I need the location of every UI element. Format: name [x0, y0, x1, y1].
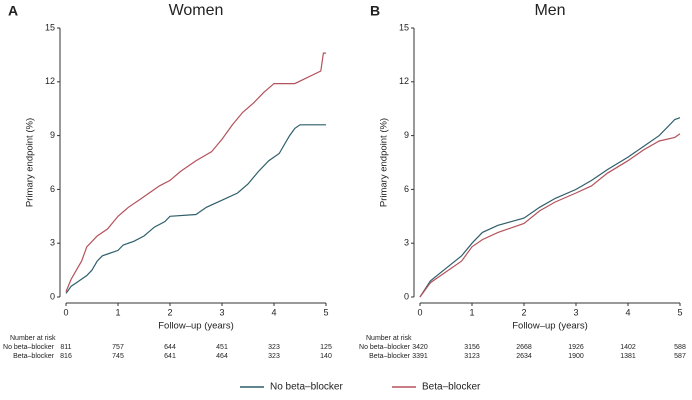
- risk-count: 3123: [464, 353, 480, 360]
- x-tick-label: 5: [323, 307, 328, 317]
- x-axis-title: Follow–up (years): [512, 321, 588, 332]
- legend-item: No beta–blocker: [240, 382, 343, 393]
- y-axis-title: Primary endpoint (%): [379, 118, 390, 207]
- y-tick-label: 6: [50, 184, 55, 194]
- x-tick-label: 3: [219, 307, 224, 317]
- chart-title: Women: [169, 2, 224, 19]
- risk-count: 1926: [568, 344, 584, 351]
- risk-count: 745: [112, 353, 124, 360]
- risk-table-title: Number at risk: [10, 335, 56, 342]
- x-tick-label: 0: [63, 307, 68, 317]
- risk-count: 587: [674, 353, 686, 360]
- risk-row-label: Beta–blocker: [13, 353, 55, 360]
- x-axis-title: Follow–up (years): [158, 321, 234, 332]
- risk-count: 3156: [464, 344, 480, 351]
- risk-count: 140: [320, 353, 332, 360]
- risk-count: 1381: [620, 353, 636, 360]
- risk-count: 1402: [620, 344, 636, 351]
- y-tick-label: 15: [45, 22, 55, 32]
- y-tick-label: 0: [50, 291, 55, 301]
- y-tick-label: 0: [404, 291, 409, 301]
- x-tick-label: 2: [167, 307, 172, 317]
- risk-count: 464: [216, 353, 228, 360]
- km-curve: [419, 133, 681, 298]
- risk-count: 811: [60, 344, 71, 351]
- y-axis-title: Primary endpoint (%): [25, 118, 36, 207]
- risk-count: 3391: [412, 353, 428, 360]
- risk-row-label: No beta–blocker: [359, 344, 411, 351]
- risk-count: 588: [674, 344, 686, 351]
- risk-row-label: Beta–blocker: [369, 353, 411, 360]
- legend-item: Beta–blocker: [392, 382, 481, 393]
- x-tick-label: 1: [115, 307, 120, 317]
- x-tick-label: 4: [625, 307, 630, 317]
- chart-title: Men: [534, 2, 565, 19]
- y-tick-label: 12: [399, 76, 409, 86]
- km-curve: [419, 117, 681, 298]
- y-tick-label: 9: [404, 130, 409, 140]
- y-tick-label: 3: [50, 238, 55, 248]
- y-tick-label: 15: [399, 22, 409, 32]
- x-tick-label: 0: [417, 307, 422, 317]
- x-tick-label: 5: [677, 307, 682, 317]
- risk-count: 125: [320, 344, 332, 351]
- risk-count: 757: [112, 344, 124, 351]
- legend-label: No beta–blocker: [270, 382, 343, 393]
- risk-count: 451: [216, 344, 228, 351]
- y-tick-label: 3: [404, 238, 409, 248]
- risk-count: 2634: [516, 353, 532, 360]
- risk-count: 3420: [412, 344, 428, 351]
- km-curve: [65, 52, 326, 292]
- x-tick-label: 1: [469, 307, 474, 317]
- x-tick-label: 3: [573, 307, 578, 317]
- y-tick-label: 12: [45, 76, 55, 86]
- legend-label: Beta–blocker: [422, 382, 481, 393]
- risk-count: 2668: [516, 344, 532, 351]
- y-tick-label: 9: [50, 130, 55, 140]
- panel-label: B: [370, 3, 380, 19]
- x-tick-label: 2: [521, 307, 526, 317]
- panel-label: A: [8, 3, 18, 19]
- risk-table-title: Number at risk: [366, 335, 412, 342]
- risk-row-label: No beta–blocker: [3, 344, 55, 351]
- km-curve: [65, 124, 326, 294]
- y-tick-label: 6: [404, 184, 409, 194]
- x-tick-label: 4: [271, 307, 276, 317]
- risk-count: 816: [60, 353, 72, 360]
- risk-count: 641: [164, 353, 176, 360]
- risk-count: 323: [268, 344, 280, 351]
- risk-count: 323: [268, 353, 280, 360]
- risk-count: 1900: [568, 353, 584, 360]
- risk-count: 644: [164, 344, 176, 351]
